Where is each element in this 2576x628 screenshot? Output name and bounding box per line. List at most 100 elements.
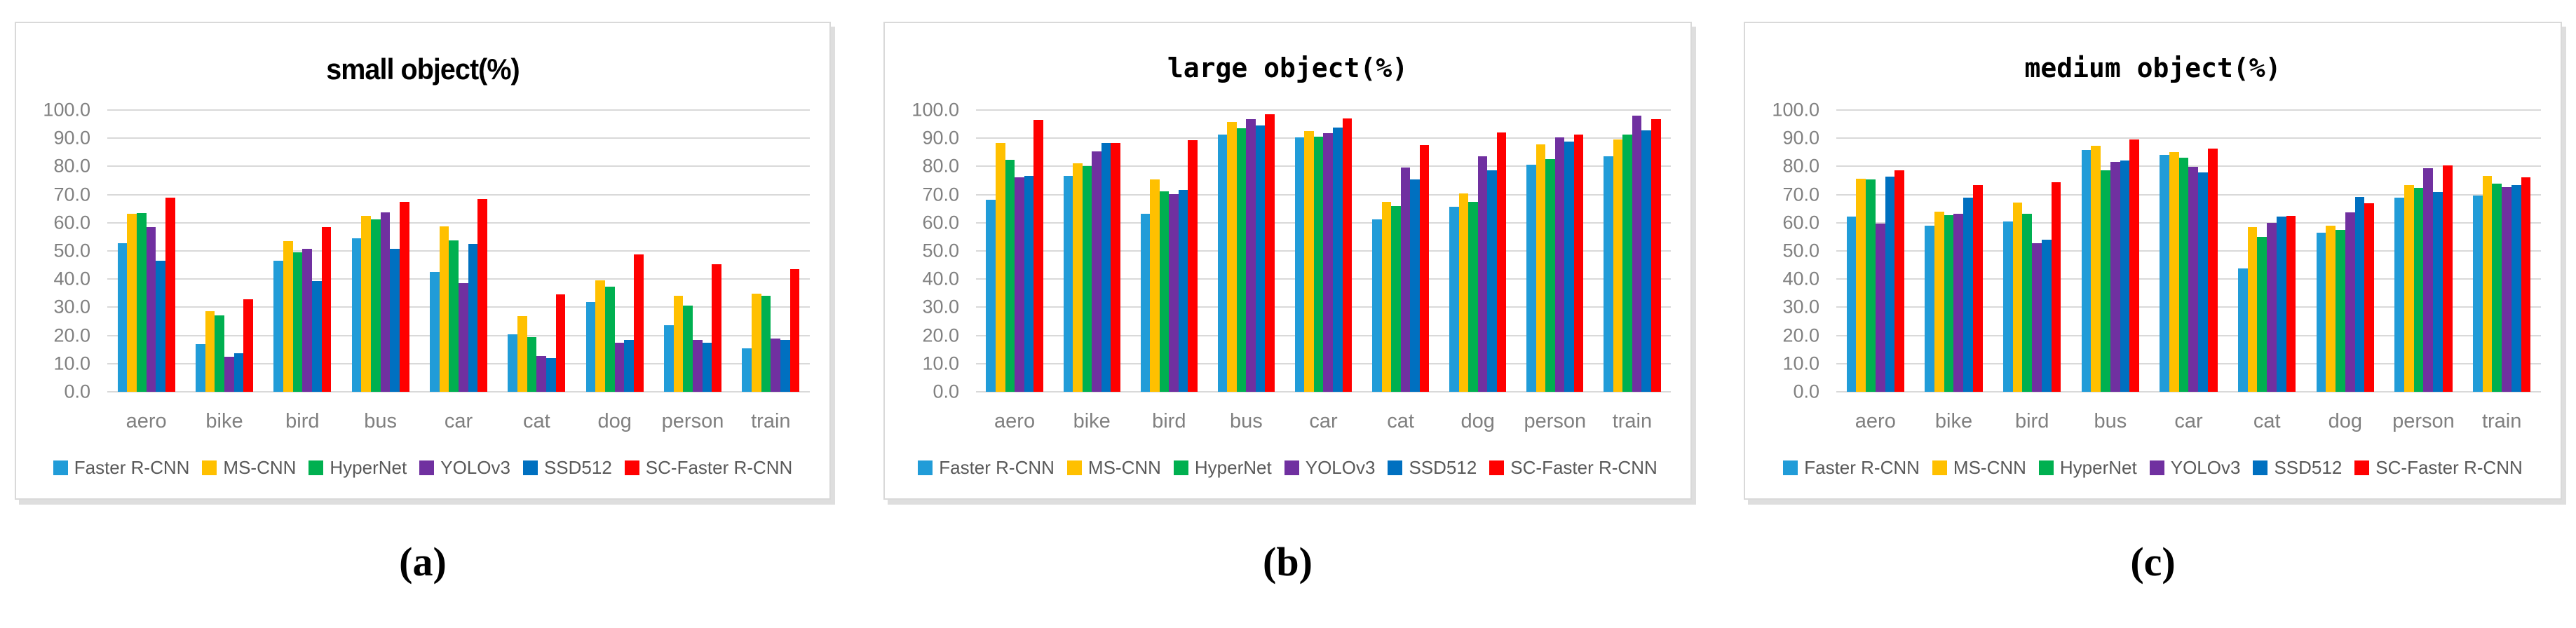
legend-swatch: [1932, 460, 1947, 475]
bar-group-cat: [2228, 110, 2306, 392]
gridline: [976, 109, 1671, 111]
chart-title: large object(%): [1167, 53, 1409, 83]
legend-label: HyperNet: [1194, 456, 1272, 478]
bar-bus-sc-faster-r-cnn: [2129, 139, 2139, 392]
bar-person-faster-r-cnn: [663, 325, 674, 392]
bar-dog-hypernet: [1468, 202, 1478, 392]
legend-swatch: [309, 460, 324, 475]
bar-aero-yolov3: [146, 226, 156, 392]
bar-person-yolov3: [692, 340, 703, 392]
bar-cat-ms-cnn: [2247, 227, 2258, 392]
y-axis-tick-label: 30.0: [53, 296, 90, 318]
bar-group-bird: [1130, 110, 1207, 392]
legend-swatch: [202, 460, 217, 475]
bar-car-sc-faster-r-cnn: [2207, 149, 2218, 392]
bar-dog-sc-faster-r-cnn: [2364, 203, 2374, 392]
y-axis-tick-label: 40.0: [1782, 268, 1819, 289]
gridline: [107, 109, 810, 111]
bar-bus-sc-faster-r-cnn: [1265, 114, 1275, 392]
bar-cat-hypernet: [2257, 236, 2267, 392]
legend: Faster R-CNN MS-CNN HyperNet YOLOv3 SSD512 SC…: [16, 455, 829, 480]
bar-person-yolov3: [1554, 137, 1565, 392]
x-axis-category-label: dog: [597, 410, 632, 432]
x-axis-category-label: bus: [1230, 410, 1263, 432]
bar-group-person: [2385, 110, 2463, 392]
bar-bike-sc-faster-r-cnn: [243, 299, 254, 392]
bar-group-aero: [107, 110, 185, 392]
bar-bird-ms-cnn: [1150, 179, 1160, 392]
bar-bike-sc-faster-r-cnn: [1972, 185, 1983, 392]
y-axis-tick-label: 90.0: [53, 127, 90, 149]
legend-item: SSD512: [1388, 457, 1477, 479]
bar-bus-ssd512: [2120, 160, 2130, 392]
legend-item: HyperNet: [2038, 456, 2137, 479]
legend-item: YOLOv3: [2149, 456, 2241, 479]
bar-cat-faster-r-cnn: [508, 334, 517, 392]
y-axis-tick-label: 0.0: [1793, 381, 1819, 402]
bar-car-ssd512: [2198, 172, 2208, 392]
gridline: [107, 137, 810, 139]
legend-label: SC-Faster R-CNN: [2375, 456, 2523, 478]
bar-group-bike: [185, 110, 263, 392]
x-axis-category-label: train: [2481, 410, 2522, 432]
figure-caption-b: (b): [1263, 539, 1313, 585]
bar-car-faster-r-cnn: [2160, 154, 2170, 392]
y-axis-tick-label: 10.0: [922, 353, 959, 374]
bar-bus-ms-cnn: [2091, 145, 2101, 392]
bar-group-cat: [498, 110, 576, 392]
y-axis-tick-label: 0.0: [933, 381, 959, 402]
bar-bike-hypernet: [1944, 214, 1954, 392]
y-axis-tick-label: 30.0: [922, 296, 959, 318]
legend-label: MS-CNN: [223, 456, 297, 478]
bar-cat-yolov3: [536, 356, 546, 392]
bar-car-hypernet: [2178, 157, 2189, 392]
bar-bird-sc-faster-r-cnn: [1188, 139, 1198, 392]
bar-bird-hypernet: [2022, 213, 2033, 392]
gridline: [1836, 137, 2541, 139]
y-axis-tick-label: 60.0: [1782, 212, 1819, 233]
bar-bird-yolov3: [2032, 243, 2042, 392]
bar-bird-yolov3: [1169, 193, 1179, 392]
bar-dog-hypernet: [2336, 230, 2345, 392]
bar-dog-ssd512: [1487, 170, 1497, 392]
bar-cat-ms-cnn: [1381, 202, 1392, 392]
bar-car-ssd512: [468, 243, 478, 392]
bar-car-yolov3: [458, 283, 468, 392]
bar-cat-ssd512: [2276, 216, 2286, 392]
gridline: [1836, 165, 2541, 168]
bar-bus-faster-r-cnn: [1217, 134, 1228, 392]
x-axis-category-label: cat: [1387, 410, 1414, 432]
bar-cat-sc-faster-r-cnn: [1419, 144, 1430, 392]
bar-train-hypernet: [761, 295, 771, 392]
chart-panel-small-object: small object(%) 100.0 90.0 80.0 70.0 60.0 50.…: [15, 22, 831, 500]
bar-cat-ssd512: [546, 358, 556, 392]
y-axis-tick-label: 20.0: [922, 325, 959, 346]
legend-item: SSD512: [2253, 457, 2342, 479]
bar-group-bus: [1207, 110, 1284, 392]
bar-train-ms-cnn: [2482, 176, 2493, 392]
y-axis-tick-label: 30.0: [1782, 296, 1819, 318]
bar-person-ssd512: [702, 343, 712, 392]
legend: Faster R-CNN MS-CNN HyperNet YOLOv3 SSD512 SC…: [885, 455, 1690, 480]
y-axis-tick-label: 70.0: [1782, 184, 1819, 205]
legend-label: HyperNet: [2059, 456, 2137, 478]
bar-group-bus: [341, 110, 419, 392]
bar-aero-faster-r-cnn: [986, 199, 996, 392]
legend-item: MS-CNN: [202, 457, 296, 479]
legend-label: YOLOv3: [2170, 456, 2241, 478]
y-axis-tick-label: 50.0: [1782, 240, 1819, 261]
legend-swatch: [2038, 460, 2054, 475]
legend-swatch: [419, 460, 435, 475]
bar-train-hypernet: [2492, 183, 2502, 392]
bar-train-ssd512: [780, 340, 790, 392]
x-axis-category-label: bus: [364, 410, 398, 432]
legend-item: YOLOv3: [1284, 457, 1375, 479]
bar-bike-sc-faster-r-cnn: [1111, 143, 1120, 392]
bar-bus-yolov3: [380, 212, 391, 392]
bar-train-yolov3: [1632, 116, 1642, 392]
bar-group-aero: [976, 110, 1053, 392]
bar-bird-ssd512: [2041, 239, 2052, 392]
y-axis-tick-label: 40.0: [922, 268, 959, 289]
legend-swatch: [1783, 460, 1798, 475]
bar-aero-hypernet: [136, 212, 147, 392]
